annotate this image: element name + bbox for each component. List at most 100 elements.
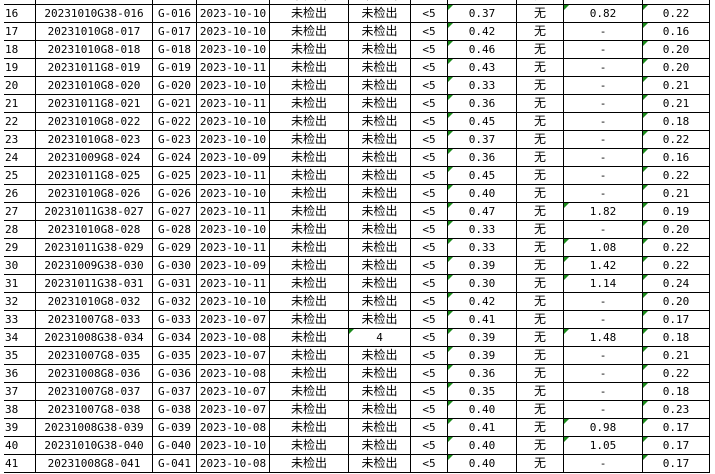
sample-id-cell[interactable]: 20231011G38-027 [35,202,153,221]
sample-code-cell[interactable]: G-041 [152,454,197,473]
sample-id-cell[interactable]: 20231011G8-025 [35,166,153,185]
sample-code-cell[interactable]: G-040 [152,436,197,455]
sample-code-cell[interactable]: G-021 [152,94,197,113]
limit-cell[interactable]: <5 [410,454,448,473]
status-cell[interactable]: 无 [516,130,564,149]
sample-id-cell[interactable]: 20231011G8-021 [35,94,153,113]
limit-cell[interactable]: <5 [410,220,448,239]
value-b-cell[interactable]: 0.82 [563,4,643,23]
sample-id-cell[interactable]: 20231008G8-041 [35,454,153,473]
value-a-cell[interactable]: 0.37 [447,4,517,23]
sample-code-cell[interactable]: G-033 [152,310,197,329]
date-cell[interactable]: 2023-10-10 [196,220,270,239]
sample-code-cell[interactable]: G-036 [152,364,197,383]
sample-id-cell[interactable]: 20231011G38-031 [35,274,153,293]
result-a-cell[interactable]: 未检出 [269,454,349,473]
value-b-cell[interactable]: - [563,58,643,77]
sample-id-cell[interactable]: 20231010G8-028 [35,220,153,239]
result-a-cell[interactable]: 未检出 [269,148,349,167]
status-cell[interactable]: 无 [516,310,564,329]
date-cell[interactable]: 2023-10-10 [196,22,270,41]
status-cell[interactable]: 无 [516,274,564,293]
status-cell[interactable]: 无 [516,292,564,311]
value-c-cell[interactable]: 0.22 [642,166,710,185]
row-number-cell[interactable]: 40 [0,436,36,455]
value-c-cell[interactable]: 0.17 [642,310,710,329]
value-b-cell[interactable]: 0.98 [563,418,643,437]
limit-cell[interactable]: <5 [410,148,448,167]
date-cell[interactable]: 2023-10-10 [196,40,270,59]
status-cell[interactable]: 无 [516,184,564,203]
row-number-cell[interactable]: 36 [0,364,36,383]
limit-cell[interactable]: <5 [410,400,448,419]
status-cell[interactable]: 无 [516,346,564,365]
value-a-cell[interactable]: 0.43 [447,58,517,77]
value-a-cell[interactable]: 0.45 [447,112,517,131]
result-a-cell[interactable]: 未检出 [269,76,349,95]
row-number-cell[interactable]: 31 [0,274,36,293]
date-cell[interactable]: 2023-10-11 [196,202,270,221]
result-b-cell[interactable]: 未检出 [348,292,411,311]
result-b-cell[interactable]: 未检出 [348,256,411,275]
result-b-cell[interactable]: 未检出 [348,94,411,113]
limit-cell[interactable]: <5 [410,436,448,455]
limit-cell[interactable]: <5 [410,76,448,95]
sample-code-cell[interactable]: G-026 [152,184,197,203]
limit-cell[interactable]: <5 [410,40,448,59]
date-cell[interactable]: 2023-10-08 [196,418,270,437]
value-c-cell[interactable]: 0.21 [642,346,710,365]
sample-code-cell[interactable]: G-034 [152,328,197,347]
result-b-cell[interactable]: 未检出 [348,40,411,59]
value-c-cell[interactable]: 0.23 [642,400,710,419]
value-a-cell[interactable]: 0.40 [447,400,517,419]
limit-cell[interactable]: <5 [410,364,448,383]
value-a-cell[interactable]: 0.42 [447,22,517,41]
date-cell[interactable]: 2023-10-07 [196,346,270,365]
result-a-cell[interactable]: 未检出 [269,166,349,185]
value-b-cell[interactable]: - [563,76,643,95]
sample-id-cell[interactable]: 20231010G8-018 [35,40,153,59]
status-cell[interactable]: 无 [516,94,564,113]
result-b-cell[interactable]: 未检出 [348,184,411,203]
result-b-cell[interactable]: 未检出 [348,346,411,365]
row-number-cell[interactable]: 41 [0,454,36,473]
value-b-cell[interactable]: 1.48 [563,328,643,347]
result-b-cell[interactable]: 未检出 [348,220,411,239]
value-b-cell[interactable]: - [563,148,643,167]
status-cell[interactable]: 无 [516,454,564,473]
result-a-cell[interactable]: 未检出 [269,40,349,59]
limit-cell[interactable]: <5 [410,22,448,41]
limit-cell[interactable]: <5 [410,310,448,329]
result-a-cell[interactable]: 未检出 [269,4,349,23]
sample-code-cell[interactable]: G-020 [152,76,197,95]
limit-cell[interactable]: <5 [410,94,448,113]
sample-id-cell[interactable]: 20231007G8-033 [35,310,153,329]
status-cell[interactable]: 无 [516,418,564,437]
result-b-cell[interactable]: 未检出 [348,364,411,383]
value-c-cell[interactable]: 0.18 [642,328,710,347]
sample-code-cell[interactable]: G-039 [152,418,197,437]
date-cell[interactable]: 2023-10-08 [196,328,270,347]
value-b-cell[interactable]: 1.08 [563,238,643,257]
sample-code-cell[interactable]: G-030 [152,256,197,275]
result-a-cell[interactable]: 未检出 [269,58,349,77]
date-cell[interactable]: 2023-10-11 [196,238,270,257]
status-cell[interactable]: 无 [516,238,564,257]
result-a-cell[interactable]: 未检出 [269,256,349,275]
row-number-cell[interactable]: 16 [0,4,36,23]
value-b-cell[interactable]: - [563,382,643,401]
row-number-cell[interactable]: 23 [0,130,36,149]
date-cell[interactable]: 2023-10-08 [196,364,270,383]
value-a-cell[interactable]: 0.41 [447,418,517,437]
sample-id-cell[interactable]: 20231010G8-020 [35,76,153,95]
result-a-cell[interactable]: 未检出 [269,130,349,149]
value-c-cell[interactable]: 0.16 [642,148,710,167]
value-c-cell[interactable]: 0.20 [642,40,710,59]
value-c-cell[interactable]: 0.21 [642,76,710,95]
result-b-cell[interactable]: 未检出 [348,274,411,293]
result-a-cell[interactable]: 未检出 [269,310,349,329]
value-b-cell[interactable]: - [563,130,643,149]
row-number-cell[interactable]: 39 [0,418,36,437]
value-b-cell[interactable]: 1.82 [563,202,643,221]
value-b-cell[interactable]: - [563,220,643,239]
